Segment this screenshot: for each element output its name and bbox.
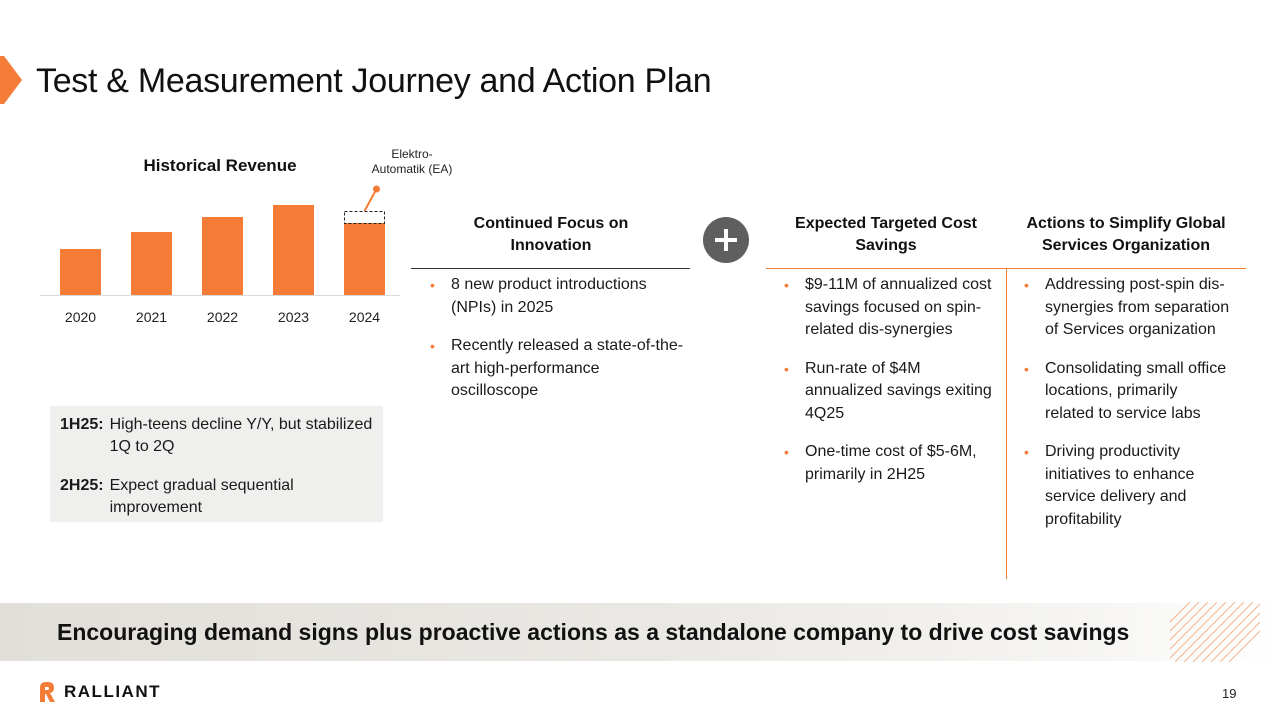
hatch-line [1219,621,1260,662]
page-number: 19 [1222,686,1237,701]
bottom-banner [0,603,1280,661]
bar-2020 [60,249,101,295]
hatch-line [1201,603,1260,662]
x-tick-label: 2022 [207,309,238,325]
logo-wordmark: RALLIANT [64,682,161,701]
ea-callout-dot [373,185,380,193]
ralliant-logo-icon [40,682,55,702]
bar-2023 [273,205,314,295]
list-item: $9-11M of annualized cost savings focuse… [775,274,997,342]
hatch-line [1228,630,1260,662]
title-chevron-icon [0,56,22,104]
cost-savings-header: Expected Targeted Cost Savings [795,215,977,254]
services-bullet-list: Addressing post-spin dis-synergies from … [1015,274,1230,547]
ea-annotation-line2: Automatik (EA) [371,162,453,176]
list-item: One-time cost of $5-6M, primarily in 2H2… [775,441,997,486]
plus-icon [703,217,749,263]
list-item: Recently released a state-of-the-art hig… [421,335,686,403]
cost-savings-bullet-list: $9-11M of annualized cost savings focuse… [775,274,997,502]
list-item: 8 new product introductions (NPIs) in 20… [421,274,686,319]
list-item: Addressing post-spin dis-synergies from … [1015,274,1230,342]
outlook-key: 1H25: [60,416,104,433]
hatch-line [1174,602,1236,662]
column-vertical-divider [1006,268,1007,579]
outlook-item-1h25: 1H25: High-teens decline Y/Y, but stabil… [60,414,373,458]
hatch-line [1170,602,1218,650]
ea-dashed-box [344,211,385,224]
hatch-line [1170,602,1200,632]
bar-2022 [202,217,243,295]
ea-callout-line [363,188,378,212]
hatch-line [1183,602,1245,662]
ea-annotation-label: Elektro- Automatik (EA) [332,147,492,177]
banner-text: Encouraging demand signs plus proactive … [57,619,1130,645]
revenue-bar-chart: 2020 2021 2022 2023 2024 [40,185,400,325]
outlook-key: 2H25: [60,477,104,494]
list-item: Driving productivity initiatives to enha… [1015,441,1230,531]
x-tick-label: 2020 [65,309,96,325]
ea-annotation-line1: Elektro- [391,147,433,161]
outlook-text: Expect gradual sequential improvement [109,477,294,516]
x-tick-label: 2024 [349,309,380,325]
banner-hatch-decoration [1170,602,1260,662]
hatch-line [1192,602,1254,662]
innovation-header: Continued Focus on Innovation [473,215,629,254]
ralliant-logo: RALLIANT [38,682,161,702]
x-tick-label: 2021 [136,309,167,325]
outlook-text: High-teens decline Y/Y, but stabilized 1… [109,416,373,455]
list-item: Consolidating small office locations, pr… [1015,358,1230,426]
bar-2021 [131,232,172,295]
innovation-bullet-list: 8 new product introductions (NPIs) in 20… [421,274,686,419]
innovation-divider [411,268,690,269]
hatch-line [1170,602,1227,659]
outlook-box: 1H25: High-teens decline Y/Y, but stabil… [50,406,383,522]
services-header: Actions to Simplify Global Services Orga… [1026,215,1226,254]
outlook-item-2h25: 2H25: Expect gradual sequential improvem… [60,475,373,519]
hatch-line [1170,602,1209,641]
hatch-line [1170,602,1191,623]
slide-title: Test & Measurement Journey and Action Pl… [36,62,712,100]
hatch-line [1210,612,1260,662]
list-item: Run-rate of $4M annualized savings exiti… [775,358,997,426]
chart-title: Historical Revenue [143,156,297,175]
bar-2024 [344,223,385,295]
x-tick-label: 2023 [278,309,309,325]
